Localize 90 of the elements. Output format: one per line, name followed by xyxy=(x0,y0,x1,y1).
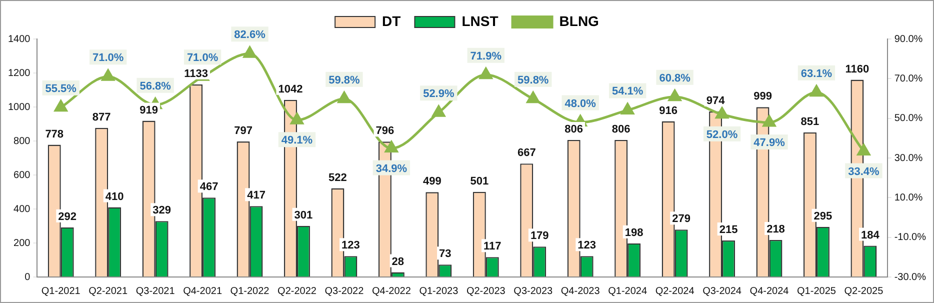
x-tick-label: Q4-2021 xyxy=(183,286,222,297)
data-label: 919 xyxy=(140,104,158,116)
x-tick-label: Q3-2024 xyxy=(702,286,742,297)
data-label: 215 xyxy=(719,224,738,236)
data-label: 48.0% xyxy=(564,98,596,110)
data-label: 73 xyxy=(439,248,452,260)
data-label: 1133 xyxy=(184,68,208,80)
data-label: 71.0% xyxy=(186,52,218,64)
data-label: 28 xyxy=(392,256,404,268)
y2-tick-label: 50.0% xyxy=(894,113,923,124)
data-label: 52.0% xyxy=(706,128,738,141)
data-label: 877 xyxy=(92,111,111,124)
x-tick-label: Q1-2025 xyxy=(797,286,836,297)
legend-label: LNST xyxy=(462,12,499,29)
data-label: 123 xyxy=(578,240,596,252)
data-label: 1042 xyxy=(278,83,303,96)
data-label: 82.6% xyxy=(234,29,266,42)
data-label: 47.9% xyxy=(754,137,786,150)
data-label: 1160 xyxy=(845,63,870,76)
data-label: 218 xyxy=(766,223,785,236)
data-label: 797 xyxy=(234,125,252,138)
y-tick-label: 1400 xyxy=(8,34,31,45)
data-label: 279 xyxy=(672,213,690,226)
y-tick-label: 0 xyxy=(24,272,31,283)
data-label: 851 xyxy=(800,116,820,128)
data-label: 974 xyxy=(706,94,726,107)
legend-label: BLNG xyxy=(559,12,600,29)
x-tick-label: Q4-2022 xyxy=(372,286,412,297)
data-label: 806 xyxy=(612,124,630,136)
data-label: 179 xyxy=(530,230,549,242)
data-label: 522 xyxy=(328,172,347,184)
x-tick-label: Q4-2023 xyxy=(560,286,600,297)
x-tick-label: Q3-2021 xyxy=(136,286,176,297)
data-label: 71.9% xyxy=(470,50,502,62)
data-label: 806 xyxy=(564,124,584,136)
data-label: 667 xyxy=(517,147,536,160)
data-label: 417 xyxy=(247,190,266,202)
data-label: 60.8% xyxy=(659,72,691,84)
y2-tick-label: 70.0% xyxy=(894,73,923,84)
x-tick-label: Q1-2023 xyxy=(419,286,459,297)
x-tick-label: Q3-2022 xyxy=(324,286,364,297)
data-label: 295 xyxy=(814,210,832,222)
data-label: 467 xyxy=(200,181,218,194)
data-label: 49.1% xyxy=(281,134,313,147)
y2-tick-label: -30.0% xyxy=(894,272,926,283)
data-label: 501 xyxy=(470,175,489,188)
x-tick-label: Q3-2023 xyxy=(514,286,554,297)
x-tick-label: Q2-2024 xyxy=(655,286,695,297)
data-label: 117 xyxy=(484,240,502,253)
data-label: 54.1% xyxy=(612,86,644,98)
y-tick-label: 1000 xyxy=(8,102,31,113)
data-label: 59.8% xyxy=(518,74,549,86)
x-tick-label: Q1-2022 xyxy=(230,286,270,297)
data-label: 63.1% xyxy=(800,68,832,80)
data-label: 778 xyxy=(45,128,64,140)
y-tick-label: 800 xyxy=(14,136,31,147)
y-tick-label: 400 xyxy=(14,204,31,215)
data-label: 184 xyxy=(861,229,880,242)
y2-tick-label: -10.0% xyxy=(894,232,926,244)
x-tick-label: Q1-2021 xyxy=(41,286,81,297)
y-tick-label: 200 xyxy=(14,238,31,249)
data-label: 55.5% xyxy=(45,82,77,95)
data-label: 71.0% xyxy=(92,52,124,64)
data-label: 301 xyxy=(294,209,313,222)
data-label: 499 xyxy=(422,176,442,188)
x-tick-label: Q2-2022 xyxy=(278,286,317,297)
x-tick-label: Q2-2023 xyxy=(466,286,506,297)
y-tick-label: 1200 xyxy=(8,68,31,79)
data-label: 59.8% xyxy=(328,74,360,86)
x-tick-label: Q2-2025 xyxy=(844,286,884,297)
y2-tick-label: 90.0% xyxy=(894,34,923,45)
data-label: 410 xyxy=(105,190,124,203)
x-tick-label: Q2-2021 xyxy=(88,286,128,297)
data-label: 52.9% xyxy=(423,88,454,100)
y2-tick-label: 10.0% xyxy=(894,192,923,204)
data-label: 34.9% xyxy=(376,162,408,175)
x-tick-label: Q1-2024 xyxy=(608,286,648,297)
data-label: 916 xyxy=(659,104,678,117)
data-label: 329 xyxy=(152,204,171,217)
data-label: 123 xyxy=(342,240,360,252)
y2-tick-label: 30.0% xyxy=(894,152,923,164)
data-label: 292 xyxy=(58,210,77,223)
data-label: 198 xyxy=(624,226,644,239)
x-tick-label: Q4-2024 xyxy=(750,286,790,297)
data-label: 999 xyxy=(754,90,772,103)
legend-label: DT xyxy=(382,12,402,29)
y-tick-label: 600 xyxy=(14,170,31,181)
data-label: 56.8% xyxy=(140,80,172,92)
data-label: 796 xyxy=(376,125,394,138)
data-label: 33.4% xyxy=(848,166,880,178)
